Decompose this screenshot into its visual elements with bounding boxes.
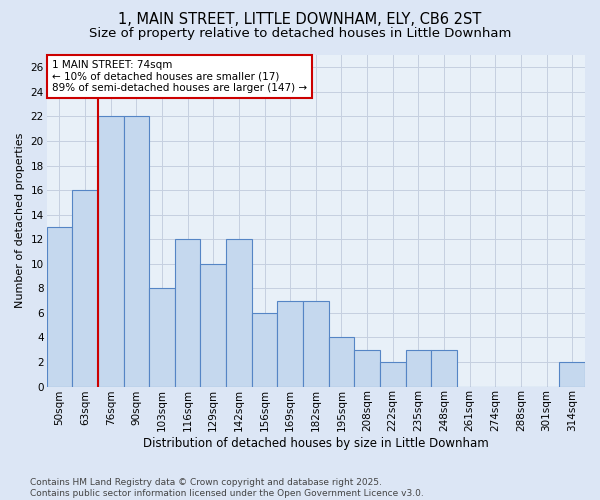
Bar (47, 227, 72, 386)
Bar (98, 116, 124, 386)
Bar (406, 350, 431, 387)
Text: Contains HM Land Registry data © Crown copyright and database right 2025.
Contai: Contains HM Land Registry data © Crown c… (30, 478, 424, 498)
Bar (124, 116, 149, 386)
Text: 1 MAIN STREET: 74sqm
← 10% of detached houses are smaller (17)
89% of semi-detac: 1 MAIN STREET: 74sqm ← 10% of detached h… (52, 60, 307, 93)
Bar (149, 288, 175, 386)
Bar (72, 190, 98, 386)
X-axis label: Distribution of detached houses by size in Little Downham: Distribution of detached houses by size … (143, 437, 488, 450)
Bar (226, 239, 251, 386)
Bar (277, 300, 303, 386)
Bar (329, 338, 354, 386)
Bar (251, 313, 277, 386)
Bar (431, 350, 457, 387)
Text: 1, MAIN STREET, LITTLE DOWNHAM, ELY, CB6 2ST: 1, MAIN STREET, LITTLE DOWNHAM, ELY, CB6… (118, 12, 482, 28)
Text: Size of property relative to detached houses in Little Downham: Size of property relative to detached ho… (89, 28, 511, 40)
Bar (175, 239, 200, 386)
Bar (303, 300, 329, 386)
Bar (559, 362, 585, 386)
Bar (200, 264, 226, 386)
Bar (380, 362, 406, 386)
Bar (354, 350, 380, 387)
Y-axis label: Number of detached properties: Number of detached properties (15, 133, 25, 308)
